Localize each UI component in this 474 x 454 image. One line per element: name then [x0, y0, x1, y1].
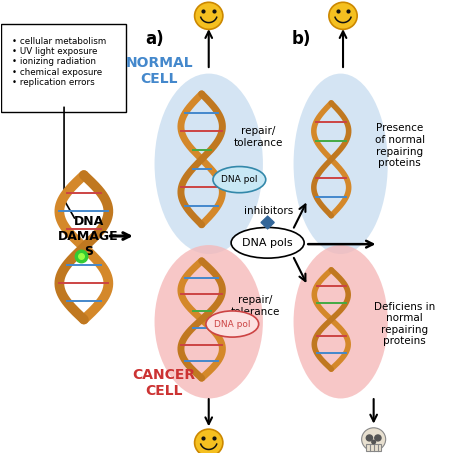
Ellipse shape [206, 311, 259, 337]
Circle shape [329, 2, 357, 30]
Text: repair/
tolerance: repair/ tolerance [230, 295, 280, 317]
Text: repair/
tolerance: repair/ tolerance [234, 126, 283, 148]
Circle shape [366, 435, 373, 441]
Ellipse shape [293, 245, 388, 399]
Circle shape [375, 435, 381, 441]
Text: CANCER
CELL: CANCER CELL [132, 368, 195, 398]
Circle shape [372, 440, 375, 444]
FancyBboxPatch shape [366, 444, 382, 451]
Text: DNA
DAMAGE
S: DNA DAMAGE S [58, 216, 119, 258]
Text: a): a) [145, 30, 164, 48]
FancyBboxPatch shape [1, 24, 126, 112]
Ellipse shape [213, 167, 266, 192]
Ellipse shape [155, 245, 263, 399]
Text: Deficiens in
normal
repairing
proteins: Deficiens in normal repairing proteins [374, 301, 435, 346]
Text: DNA pol: DNA pol [221, 175, 257, 184]
Ellipse shape [155, 74, 263, 254]
Ellipse shape [293, 74, 388, 254]
Text: DNA pols: DNA pols [242, 238, 293, 248]
Polygon shape [261, 216, 274, 229]
Text: • cellular metabolism
• UV light exposure
• ionizing radiation
• chemical exposu: • cellular metabolism • UV light exposur… [12, 37, 106, 87]
Text: inhibitors: inhibitors [245, 206, 294, 216]
Circle shape [195, 2, 223, 30]
Circle shape [195, 429, 223, 454]
Text: NORMAL
CELL: NORMAL CELL [126, 56, 193, 86]
Text: b): b) [291, 30, 310, 48]
Circle shape [362, 428, 386, 451]
Text: Presence
of normal
repairing
proteins: Presence of normal repairing proteins [374, 123, 425, 168]
Ellipse shape [231, 227, 304, 258]
Text: DNA pol: DNA pol [214, 320, 251, 329]
